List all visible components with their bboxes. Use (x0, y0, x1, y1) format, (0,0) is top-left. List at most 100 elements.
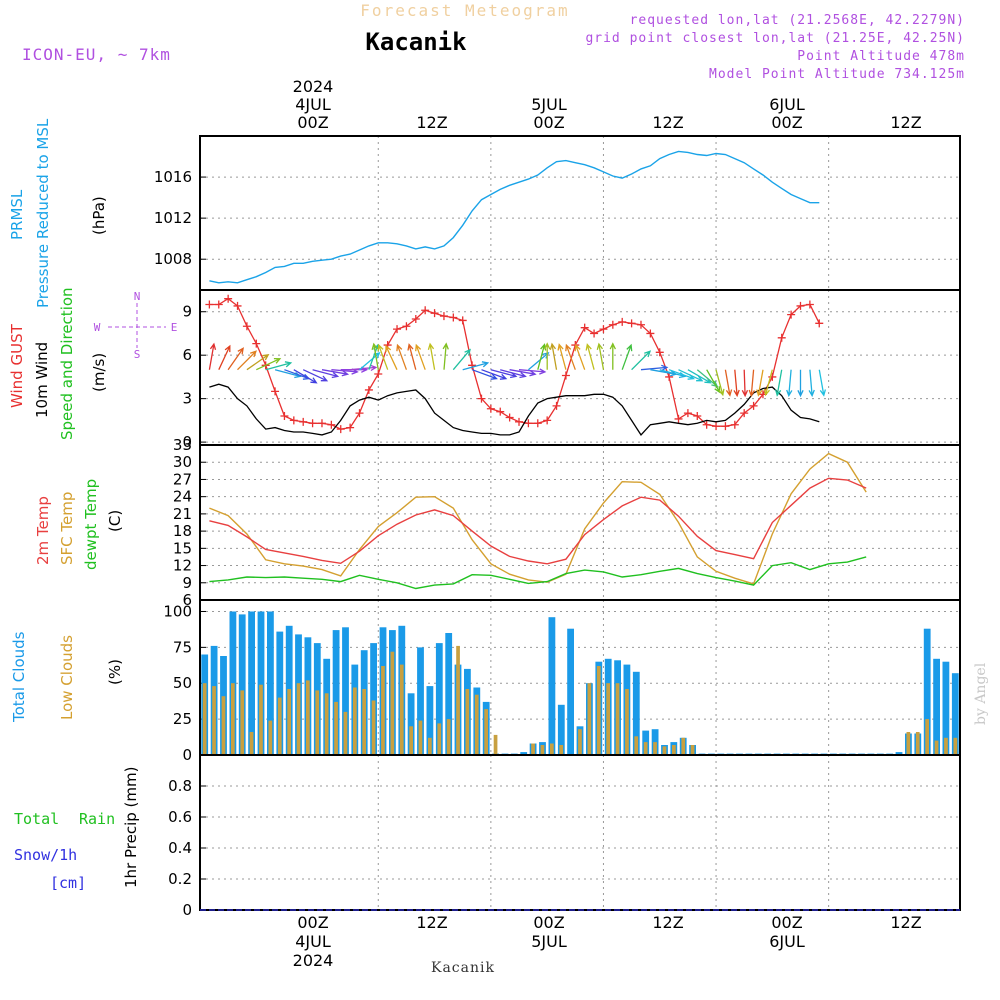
bottom-day-label-3: 6JUL (769, 932, 805, 951)
low-cloud-bar (634, 736, 639, 755)
wind-direction-arrow (500, 369, 527, 379)
gust-marker (421, 306, 430, 315)
panel-frame (199, 444, 961, 601)
gust-marker (224, 294, 233, 303)
gust-marker (242, 322, 251, 331)
wind-direction-arrow (237, 350, 257, 371)
low-cloud-bar (934, 740, 939, 755)
snow-label: Snow/1h (14, 846, 77, 864)
gust-marker (468, 361, 477, 370)
low-cloud-bar (343, 711, 348, 755)
total-cloud-bar (933, 658, 940, 755)
low-cloud-bar (277, 697, 282, 755)
bottom-day-label-2: 5JUL (531, 932, 567, 951)
requested-coords: requested lon,lat (21.2568E, 42.2279N) (630, 13, 965, 28)
total-cloud-bar (895, 752, 903, 755)
wind-unit: (m/s) (90, 353, 108, 392)
gust-marker (618, 317, 627, 326)
top-year-label: 2024 (293, 77, 334, 96)
total-cloud-bar (332, 630, 340, 755)
wind-direction-arrow (557, 343, 567, 370)
low-cloud-bar (550, 743, 554, 755)
clouds-unit: (%) (106, 659, 124, 685)
low-cloud-bar (390, 651, 395, 755)
total-cloud-bar (370, 643, 377, 755)
gust-marker (449, 313, 458, 322)
low-cloud-bar (531, 743, 535, 755)
total-cloud-bar (238, 614, 246, 755)
bottom-hour-label: 12Z (416, 913, 447, 932)
gust-marker (515, 417, 524, 426)
wind-direction-arrow (609, 342, 616, 370)
gust-marker (374, 370, 383, 379)
gust-marker (496, 407, 505, 416)
temp-label: 2m Temp (34, 496, 52, 565)
total-cloud-bar (426, 686, 434, 755)
gust-marker (289, 416, 298, 425)
gust-marker (477, 394, 486, 403)
top-hour-label: 12Z (652, 113, 683, 132)
low-cloud-bar (606, 683, 610, 755)
gust-label: Wind GUST (8, 323, 26, 408)
top-hour-label: 12Z (890, 113, 921, 132)
temp-unit: (C) (106, 510, 124, 532)
low-cloud-bar (437, 723, 442, 755)
precip-tick-label: 0.8 (168, 777, 192, 795)
gust-marker (740, 409, 749, 418)
dewpt-label: dewpt Temp (82, 479, 100, 570)
wind-direction-arrow (631, 350, 652, 371)
gust-marker (552, 401, 561, 410)
gust-marker (655, 348, 664, 357)
clouds-tick-label: 0 (182, 746, 192, 764)
low-cloud-bar (953, 737, 958, 755)
pressure-label-desc: Pressure Reduced to MSL (34, 118, 52, 308)
wind-direction-arrow (350, 364, 378, 372)
gust-marker (271, 387, 280, 396)
gust-marker (458, 316, 467, 325)
total-cloud-bar (520, 752, 528, 755)
gust-marker (364, 385, 373, 394)
wind-direction-arrow (407, 343, 417, 370)
pressure-tick-label: 1008 (154, 250, 192, 268)
gust-marker (805, 300, 814, 309)
gust-marker (561, 371, 570, 380)
low-cloud-bar (578, 729, 582, 755)
wind-direction-arrow (763, 369, 773, 397)
top-day-label-3: 6JUL (769, 95, 805, 114)
compass-s: S (134, 348, 141, 361)
pressure-tick-label: 1016 (154, 168, 192, 186)
sfc-temp-line (209, 452, 867, 585)
product-title: Forecast Meteogram (360, 1, 569, 20)
wind-desc-label: Speed and Direction (58, 287, 76, 440)
low-cloud-bar (465, 689, 470, 755)
wind-direction-arrow (549, 342, 558, 370)
footer-location: Kacanik (431, 960, 495, 976)
wind-direction-arrow (442, 342, 449, 370)
low-cloud-bar (428, 737, 432, 755)
low-cloud-bar (484, 709, 488, 755)
gust-marker (712, 422, 721, 431)
sfc-temp-label: SFC Temp (58, 492, 76, 565)
wind-direction-arrow (678, 369, 704, 382)
low-cloud-bar (240, 690, 245, 755)
gust-marker (252, 339, 261, 348)
low-clouds-label: Low Clouds (58, 635, 76, 720)
gust-marker (590, 329, 599, 338)
top-day-label-2: 5JUL (531, 95, 567, 114)
total-cloud-bar (557, 704, 565, 755)
compass-rose: N S W E (94, 290, 178, 361)
low-cloud-bar (268, 720, 273, 755)
gust-marker (787, 310, 796, 319)
temp-tick-label: 18 (173, 522, 192, 540)
bottom-hour-label: 00Z (297, 913, 328, 932)
gust-marker (665, 372, 674, 381)
gust-marker (430, 309, 439, 318)
gust-marker (486, 404, 495, 413)
pressure-tick-label: 1012 (154, 209, 192, 227)
low-cloud-bar (249, 732, 254, 755)
temp-2m-line (209, 477, 867, 565)
gust-marker (683, 409, 692, 418)
gust-marker (505, 413, 514, 422)
wind-direction-arrow (756, 369, 764, 397)
